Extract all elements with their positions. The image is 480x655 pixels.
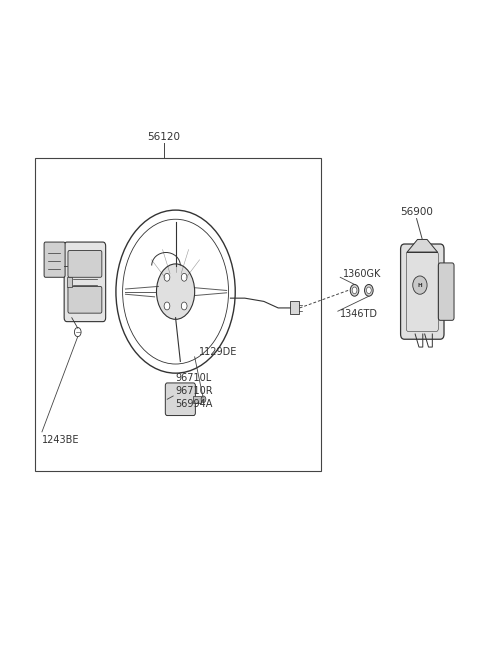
Bar bbox=[193, 396, 201, 403]
Circle shape bbox=[366, 287, 371, 293]
Ellipse shape bbox=[156, 264, 195, 320]
Circle shape bbox=[352, 287, 357, 293]
FancyBboxPatch shape bbox=[68, 286, 102, 313]
FancyBboxPatch shape bbox=[401, 244, 444, 339]
Circle shape bbox=[181, 273, 187, 281]
Polygon shape bbox=[407, 240, 438, 252]
Text: 1360GK: 1360GK bbox=[343, 269, 381, 279]
Text: 1129DE: 1129DE bbox=[199, 347, 238, 357]
Text: 96710R: 96710R bbox=[176, 386, 213, 396]
Circle shape bbox=[350, 284, 359, 296]
FancyBboxPatch shape bbox=[438, 263, 454, 320]
Text: 1346TD: 1346TD bbox=[340, 309, 378, 320]
Text: 56994A: 56994A bbox=[176, 399, 213, 409]
Circle shape bbox=[164, 273, 170, 281]
Circle shape bbox=[74, 328, 81, 337]
Text: 56900: 56900 bbox=[400, 206, 433, 217]
FancyBboxPatch shape bbox=[64, 242, 106, 322]
FancyBboxPatch shape bbox=[44, 242, 65, 277]
Text: 96710L: 96710L bbox=[176, 373, 212, 383]
Text: H: H bbox=[418, 282, 422, 288]
FancyBboxPatch shape bbox=[68, 251, 102, 277]
Bar bbox=[35, 158, 321, 471]
Bar bbox=[67, 276, 72, 287]
FancyBboxPatch shape bbox=[165, 383, 195, 415]
Circle shape bbox=[364, 284, 373, 296]
Circle shape bbox=[164, 302, 170, 310]
Text: 56120: 56120 bbox=[147, 132, 180, 141]
Ellipse shape bbox=[413, 276, 427, 294]
Bar bbox=[290, 301, 299, 314]
Circle shape bbox=[181, 302, 187, 310]
Text: 1243BE: 1243BE bbox=[42, 435, 80, 445]
Circle shape bbox=[201, 396, 206, 403]
